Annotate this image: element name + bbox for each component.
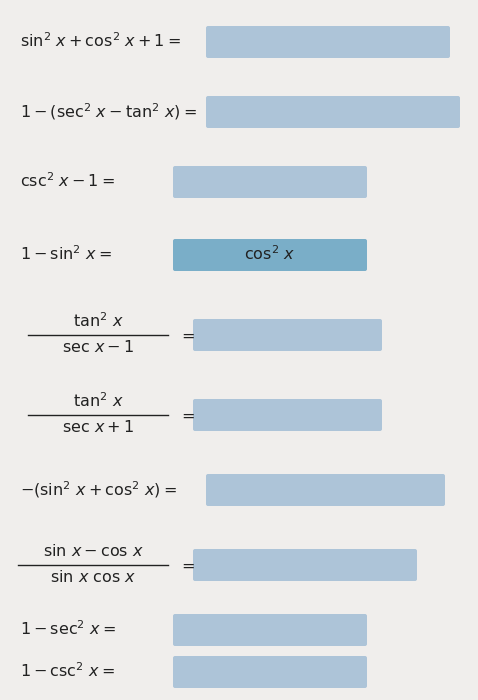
Text: $=$: $=$ <box>178 556 195 573</box>
FancyBboxPatch shape <box>193 319 382 351</box>
Text: $\mathrm{sin}\ x - \mathrm{cos}\ x$: $\mathrm{sin}\ x - \mathrm{cos}\ x$ <box>43 543 143 561</box>
FancyBboxPatch shape <box>173 614 367 646</box>
FancyBboxPatch shape <box>173 239 367 271</box>
Text: $\mathrm{sec}\ x + 1$: $\mathrm{sec}\ x + 1$ <box>62 419 134 437</box>
FancyBboxPatch shape <box>193 399 382 431</box>
Text: $\mathrm{csc}^2\ x - 1 =$: $\mathrm{csc}^2\ x - 1 =$ <box>20 173 115 191</box>
Text: $1 - \mathrm{sec}^2\ x =$: $1 - \mathrm{sec}^2\ x =$ <box>20 621 116 639</box>
FancyBboxPatch shape <box>173 166 367 198</box>
Text: $1 - \mathrm{sin}^2\ x =$: $1 - \mathrm{sin}^2\ x =$ <box>20 246 112 265</box>
Text: $\mathrm{tan}^2\ x$: $\mathrm{tan}^2\ x$ <box>73 393 123 412</box>
Text: $\mathrm{sin}^2\ x + \mathrm{cos}^2\ x + 1 =$: $\mathrm{sin}^2\ x + \mathrm{cos}^2\ x +… <box>20 33 181 51</box>
Text: $=$: $=$ <box>178 407 195 424</box>
Text: $-(\mathrm{sin}^2\ x + \mathrm{cos}^2\ x) =$: $-(\mathrm{sin}^2\ x + \mathrm{cos}^2\ x… <box>20 480 177 500</box>
Text: $1 - \mathrm{csc}^2\ x =$: $1 - \mathrm{csc}^2\ x =$ <box>20 663 115 681</box>
FancyBboxPatch shape <box>206 96 460 128</box>
FancyBboxPatch shape <box>193 549 417 581</box>
Text: $\mathrm{cos}^2\ x$: $\mathrm{cos}^2\ x$ <box>244 246 296 265</box>
Text: $\mathrm{sin}\ x\ \mathrm{cos}\ x$: $\mathrm{sin}\ x\ \mathrm{cos}\ x$ <box>50 570 136 587</box>
Text: $\mathrm{sec}\ x - 1$: $\mathrm{sec}\ x - 1$ <box>62 340 134 356</box>
FancyBboxPatch shape <box>173 656 367 688</box>
Text: $=$: $=$ <box>178 326 195 344</box>
FancyBboxPatch shape <box>206 26 450 58</box>
Text: $\mathrm{tan}^2\ x$: $\mathrm{tan}^2\ x$ <box>73 313 123 331</box>
Text: $1 - (\mathrm{sec}^2\ x - \mathrm{tan}^2\ x) =$: $1 - (\mathrm{sec}^2\ x - \mathrm{tan}^2… <box>20 102 197 122</box>
FancyBboxPatch shape <box>206 474 445 506</box>
